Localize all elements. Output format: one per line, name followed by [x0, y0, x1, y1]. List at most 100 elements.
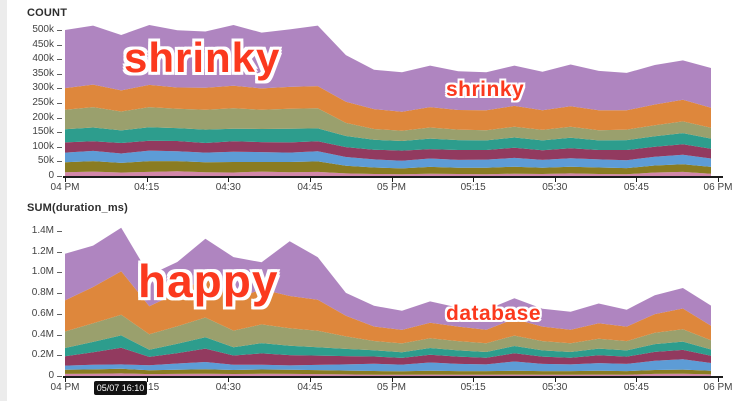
- y-tick-label: 300k: [32, 82, 54, 94]
- x-tick-label: 05 PM: [377, 182, 406, 193]
- area-series-teal[interactable]: [65, 127, 711, 151]
- annotation-shrinky-big: shrinky: [124, 34, 281, 81]
- x-tick-mark: [146, 178, 148, 182]
- timestamp-tooltip: 05/07 16:10: [94, 381, 147, 395]
- y-tick-label: 0.4M: [31, 328, 54, 340]
- x-tick-label: 05:15: [460, 382, 486, 393]
- area-series-purple[interactable]: [65, 227, 711, 330]
- x-tick-mark: [65, 378, 66, 382]
- y-tick-dash: [57, 313, 62, 315]
- y-tick-dash: [57, 293, 62, 295]
- y-tick-dash: [57, 231, 62, 232]
- area-series-orange[interactable]: [65, 271, 711, 344]
- x-tick-mark: [309, 178, 311, 182]
- y-tick-label: 50k: [37, 155, 54, 167]
- x-tick-mark: [391, 378, 393, 382]
- y-tick-label: 350k: [32, 67, 54, 79]
- area-series-blue[interactable]: [65, 359, 711, 372]
- y-tick-dash: [57, 355, 62, 357]
- x-tick-label: 04 PM: [50, 182, 80, 193]
- x-tick-label: 04:15: [134, 182, 160, 193]
- chart-title-count: COUNT: [27, 7, 68, 19]
- count-stacked-area-plot[interactable]: [65, 20, 711, 177]
- x-tick-label: 06 PM: [703, 382, 733, 393]
- annotation-happy-big: happy: [138, 255, 279, 307]
- annotation-shrinky-small: shrinky: [446, 78, 525, 101]
- y-tick-dash: [57, 334, 62, 336]
- y-tick-label: 400k: [32, 53, 54, 65]
- y-tick-label: 1.2M: [31, 245, 54, 257]
- x-tick-mark: [718, 378, 719, 382]
- y-tick-dash: [57, 251, 62, 253]
- y-tick-label: 100k: [32, 140, 54, 152]
- x-tick-label: 05:45: [623, 382, 649, 393]
- y-tick-dash: [57, 59, 62, 61]
- area-series-olive[interactable]: [65, 161, 711, 175]
- area-series-pink[interactable]: [65, 171, 711, 176]
- y-tick-dash: [57, 376, 62, 377]
- x-tick-mark: [228, 178, 230, 182]
- x-tick-label: 04:45: [297, 382, 323, 393]
- x-tick-mark: [718, 178, 719, 182]
- y-tick-label: 0.6M: [31, 307, 54, 319]
- y-tick-label: 500k: [32, 24, 54, 35]
- duration-stacked-area-plot[interactable]: [65, 222, 711, 377]
- area-series-orange[interactable]: [65, 84, 711, 131]
- count-x-axis-line: [63, 176, 723, 178]
- x-tick-mark: [65, 178, 66, 182]
- y-tick-label: 0.8M: [31, 287, 54, 299]
- annotation-database-small: database: [446, 302, 542, 325]
- x-tick-label: 04:30: [215, 182, 241, 193]
- x-tick-mark: [309, 378, 311, 382]
- x-tick-label: 05:30: [542, 382, 568, 393]
- x-tick-label: 04:30: [215, 382, 241, 393]
- y-tick-dash: [57, 161, 62, 163]
- x-tick-mark: [473, 378, 475, 382]
- y-tick-dash: [57, 30, 62, 31]
- x-tick-label: 04:45: [297, 182, 323, 193]
- y-tick-dash: [57, 146, 62, 148]
- area-series-olive[interactable]: [65, 368, 711, 375]
- page-left-gutter: [0, 0, 7, 401]
- y-tick-dash: [57, 117, 62, 119]
- y-tick-label: 150k: [32, 126, 54, 138]
- area-series-purple[interactable]: [65, 25, 711, 112]
- area-series-sage[interactable]: [65, 314, 711, 353]
- y-tick-dash: [57, 132, 62, 134]
- area-series-sage[interactable]: [65, 107, 711, 141]
- x-tick-mark: [391, 178, 393, 182]
- y-tick-label: 0: [48, 370, 54, 381]
- x-tick-mark: [554, 178, 556, 182]
- area-series-pink[interactable]: [65, 373, 711, 376]
- x-tick-mark: [146, 378, 148, 382]
- chart-title-sum-duration: SUM(duration_ms): [27, 202, 128, 214]
- x-tick-label: 05:15: [460, 182, 486, 193]
- y-tick-label: 200k: [32, 111, 54, 123]
- x-tick-label: 04 PM: [50, 382, 80, 393]
- area-series-maroon[interactable]: [65, 140, 711, 161]
- y-tick-dash: [57, 176, 62, 177]
- y-tick-dash: [57, 272, 62, 274]
- area-series-blue[interactable]: [65, 150, 711, 169]
- area-series-teal[interactable]: [65, 335, 711, 358]
- x-tick-mark: [228, 378, 230, 382]
- x-tick-mark: [473, 178, 475, 182]
- y-tick-label: 250k: [32, 97, 54, 108]
- x-tick-label: 05 PM: [377, 382, 406, 393]
- y-tick-dash: [57, 103, 62, 104]
- y-tick-label: 1.4M: [31, 225, 54, 236]
- y-tick-label: 0.2M: [31, 349, 54, 361]
- y-tick-label: 1.0M: [31, 266, 54, 278]
- x-tick-mark: [554, 378, 556, 382]
- x-tick-label: 06 PM: [703, 182, 733, 193]
- y-tick-label: 0: [48, 170, 54, 181]
- y-tick-dash: [57, 73, 62, 75]
- x-tick-label: 05:45: [623, 182, 649, 193]
- x-tick-label: 05:30: [542, 182, 568, 193]
- duration-x-axis-line: [63, 376, 723, 378]
- x-tick-mark: [636, 378, 638, 382]
- x-tick-mark: [636, 178, 638, 182]
- y-tick-label: 450k: [32, 38, 54, 50]
- y-tick-dash: [57, 44, 62, 46]
- area-series-maroon[interactable]: [65, 347, 711, 366]
